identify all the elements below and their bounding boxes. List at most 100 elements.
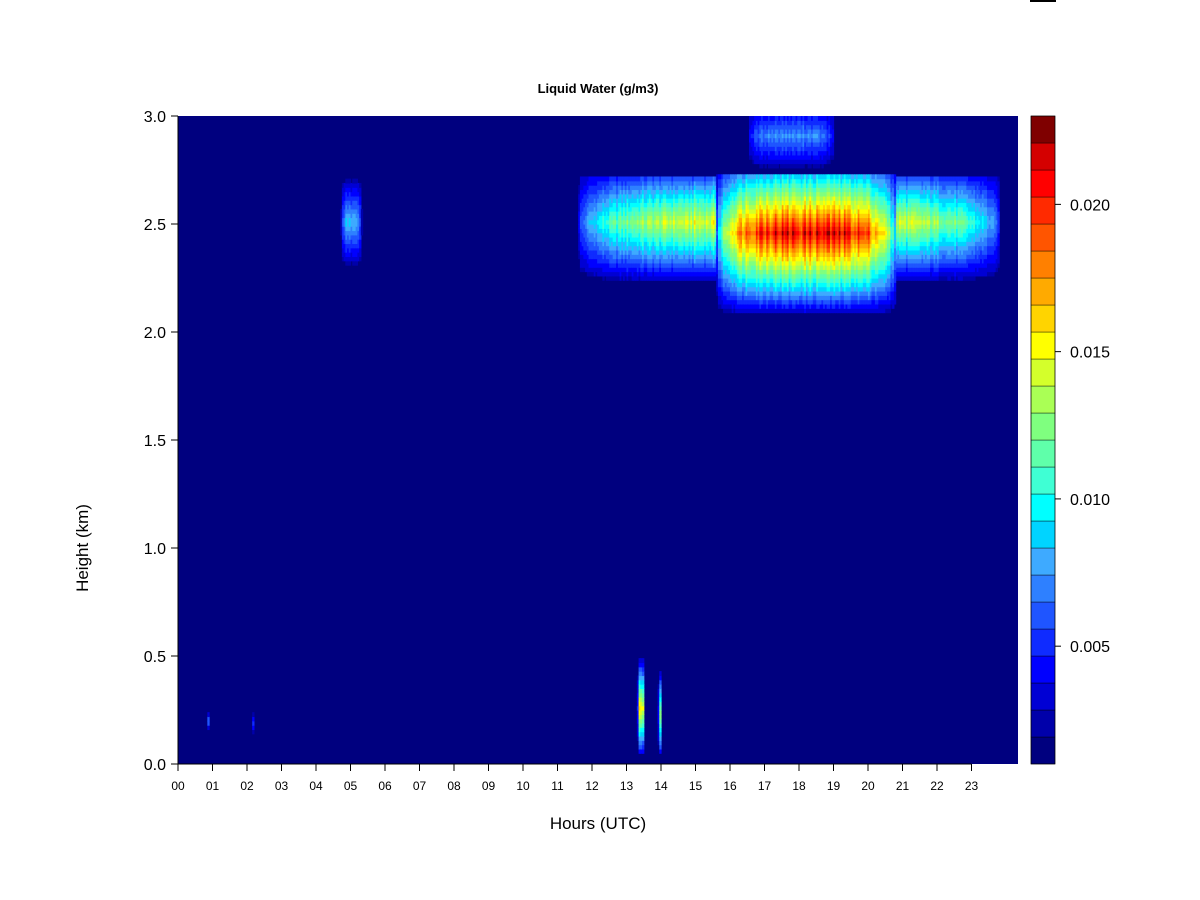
heatmap-cell bbox=[937, 236, 940, 242]
heatmap-cell bbox=[681, 215, 685, 221]
heatmap-cell bbox=[921, 236, 924, 242]
heatmap-cell bbox=[679, 241, 683, 247]
heatmap-cell bbox=[666, 215, 669, 221]
heatmap-cell bbox=[583, 267, 586, 273]
heatmap-cell bbox=[628, 267, 631, 273]
heatmap-cell bbox=[899, 224, 902, 229]
heatmap-cell bbox=[626, 245, 629, 251]
heatmap-cell bbox=[695, 185, 698, 191]
heatmap-cell bbox=[621, 271, 624, 277]
heatmap-cell bbox=[609, 267, 612, 273]
heatmap-cell bbox=[907, 262, 911, 268]
heatmap-cell bbox=[912, 176, 916, 182]
heatmap-cell bbox=[645, 228, 648, 234]
heatmap-cell bbox=[938, 271, 942, 277]
heatmap-cell bbox=[911, 275, 914, 281]
heatmap-cell bbox=[673, 232, 676, 238]
heatmap-cell bbox=[695, 211, 698, 216]
heatmap-cell bbox=[681, 262, 685, 268]
heatmap-cell bbox=[602, 271, 605, 277]
heatmap-cell bbox=[693, 215, 697, 221]
heatmap-cell bbox=[676, 185, 679, 191]
heatmap-cell bbox=[609, 211, 612, 216]
heatmap-cell bbox=[921, 189, 924, 195]
heatmap-cell bbox=[904, 211, 907, 216]
heatmap-cell bbox=[924, 262, 928, 268]
heatmap-cell bbox=[904, 228, 907, 234]
heatmap-cell bbox=[598, 224, 602, 229]
heatmap-cell bbox=[590, 236, 593, 242]
heatmap-cell bbox=[592, 228, 595, 234]
heatmap-cell bbox=[919, 267, 923, 273]
heatmap-cell bbox=[686, 241, 690, 247]
heatmap-cell bbox=[912, 262, 916, 268]
heatmap-cell bbox=[914, 228, 917, 234]
heatmap-cell bbox=[648, 224, 652, 229]
heatmap-cell bbox=[669, 262, 672, 268]
heatmap-cell bbox=[711, 224, 714, 229]
heatmap-cell bbox=[899, 258, 902, 264]
heatmap-cell bbox=[712, 228, 716, 234]
heatmap-cell bbox=[921, 262, 924, 268]
heatmap-cell bbox=[655, 232, 659, 238]
heatmap-cell bbox=[904, 258, 907, 264]
heatmap-cell bbox=[930, 254, 933, 260]
heatmap-cell bbox=[931, 224, 935, 229]
heatmap-cell bbox=[676, 211, 679, 216]
heatmap-cells bbox=[178, 116, 1018, 764]
heatmap-cell bbox=[623, 219, 626, 225]
heatmap-cell bbox=[612, 193, 616, 199]
heatmap-cell bbox=[912, 211, 916, 216]
heatmap-cell bbox=[633, 211, 636, 216]
heatmap-cell bbox=[595, 202, 598, 208]
heatmap-cell bbox=[623, 215, 626, 221]
heatmap-cell bbox=[707, 224, 710, 229]
heatmap-cell bbox=[899, 198, 902, 203]
heatmap-cell bbox=[635, 176, 638, 182]
heatmap-cell bbox=[690, 202, 693, 208]
heatmap-cell bbox=[681, 176, 685, 182]
heatmap-cell bbox=[695, 271, 698, 277]
heatmap-cell bbox=[635, 254, 638, 260]
heatmap-cell bbox=[638, 193, 641, 199]
heatmap-cell bbox=[911, 215, 914, 221]
heatmap-cell bbox=[643, 224, 647, 229]
heatmap-cell bbox=[578, 254, 581, 260]
heatmap-cell bbox=[693, 198, 697, 203]
heatmap-cell bbox=[581, 215, 584, 221]
heatmap-cell bbox=[666, 249, 669, 255]
heatmap-cell bbox=[614, 219, 617, 225]
heatmap-cell bbox=[678, 236, 681, 242]
heatmap-cell bbox=[628, 176, 631, 182]
heatmap-cell bbox=[585, 219, 588, 225]
heatmap-cell bbox=[907, 206, 911, 212]
heatmap-cell bbox=[678, 193, 681, 199]
heatmap-cell bbox=[662, 267, 666, 273]
heatmap-cell bbox=[921, 254, 924, 260]
heatmap-cell bbox=[921, 228, 924, 234]
heatmap-cell bbox=[579, 232, 583, 238]
heatmap-cell bbox=[916, 202, 919, 208]
heatmap-cell bbox=[674, 262, 678, 268]
heatmap-cell bbox=[638, 219, 641, 225]
heatmap-cell bbox=[686, 249, 690, 255]
heatmap-cell bbox=[900, 262, 904, 268]
heatmap-cell bbox=[657, 249, 660, 255]
heatmap-cell bbox=[605, 219, 609, 225]
heatmap-cell bbox=[593, 202, 597, 208]
heatmap-cell bbox=[700, 193, 703, 199]
heatmap-cell bbox=[686, 236, 690, 242]
heatmap-cell bbox=[711, 198, 714, 203]
heatmap-cell bbox=[911, 193, 914, 199]
heatmap-cell bbox=[702, 176, 705, 182]
heatmap-cell bbox=[667, 271, 671, 277]
heatmap-cell bbox=[935, 224, 938, 229]
heatmap-cell bbox=[681, 185, 685, 191]
heatmap-cell bbox=[711, 180, 714, 186]
heatmap-cell bbox=[590, 254, 593, 260]
heatmap-cell bbox=[659, 198, 662, 203]
heatmap-cell bbox=[928, 193, 931, 199]
heatmap-cell bbox=[926, 180, 929, 186]
heatmap-cell bbox=[686, 267, 690, 273]
heatmap-cell bbox=[650, 176, 653, 182]
